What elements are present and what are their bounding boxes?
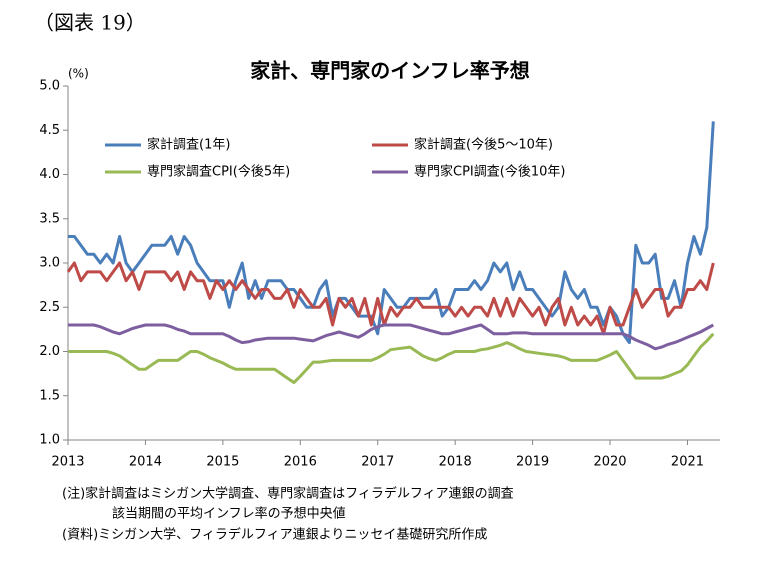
y-tick-label: 4.5 — [39, 123, 60, 138]
note: 該当期間の平均インフレ率の予想中央値 — [112, 506, 346, 522]
y-tick-label: 1.5 — [39, 388, 60, 403]
series-line — [66, 261, 715, 336]
y-tick-label: 2.5 — [39, 300, 60, 315]
y-axis-label: (%) — [68, 67, 89, 81]
legend-label: 家計調査(今後5～10年) — [414, 137, 553, 153]
x-tick-label: 2021 — [671, 455, 704, 470]
x-tick-label: 2020 — [593, 455, 626, 470]
x-tick-label: 2014 — [129, 455, 162, 470]
figure-label: （図表 19） — [34, 11, 146, 35]
legend-label: 専門家調査CPI(今後5年) — [147, 164, 290, 180]
x-tick-label: 2013 — [51, 455, 84, 470]
y-tick-label: 5.0 — [39, 79, 60, 94]
x-tick-label: 2016 — [284, 455, 317, 470]
x-tick-label: 2018 — [439, 455, 472, 470]
x-tick-label: 2019 — [516, 455, 549, 470]
y-tick-label: 1.0 — [39, 433, 60, 448]
note: (資料)ミシガン大学、フィラデルフィア連銀よりニッセイ基礎研究所作成 — [62, 527, 487, 543]
series-line — [68, 323, 715, 351]
series-line — [68, 332, 715, 384]
x-tick-label: 2015 — [206, 455, 239, 470]
legend-label: 専門家CPI調査(今後10年) — [414, 164, 565, 180]
y-tick-label: 2.0 — [39, 344, 60, 359]
note: (注)家計調査はミシガン大学調査、専門家調査はフィラデルフィア連銀の調査 — [62, 486, 514, 502]
y-tick-label: 4.0 — [39, 167, 60, 182]
chart-title: 家計、専門家のインフレ率予想 — [250, 59, 529, 83]
x-tick-label: 2017 — [361, 455, 394, 470]
y-tick-label: 3.5 — [39, 211, 60, 226]
y-tick-label: 3.0 — [39, 256, 60, 271]
legend-label: 家計調査(1年) — [147, 137, 230, 153]
